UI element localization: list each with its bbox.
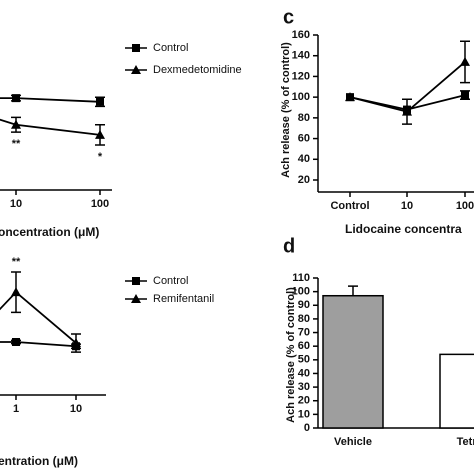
marker <box>461 91 469 100</box>
x-axis-label: oncentration (μM) <box>0 225 99 239</box>
x-axis-label: entration (μM) <box>0 454 78 468</box>
marker <box>71 338 81 348</box>
y-tick-label: 110 <box>292 272 310 284</box>
marker <box>11 287 21 297</box>
marker <box>11 119 21 129</box>
y-tick-label: 60 <box>298 132 310 144</box>
y-tick-label: 120 <box>292 70 310 82</box>
y-tick-label: 140 <box>292 50 310 62</box>
y-tick-label: 50 <box>298 354 310 366</box>
legend-label: Control <box>153 42 188 54</box>
marker <box>132 277 140 285</box>
y-tick-label: 40 <box>298 367 310 379</box>
x-tick-label: 1 <box>13 403 19 415</box>
y-tick-label: 60 <box>298 340 310 352</box>
x-tick-label: 10 <box>401 200 413 212</box>
x-tick-label: Vehicle <box>334 436 372 448</box>
x-tick-label: 100 <box>91 198 109 210</box>
x-tick-label: 10 <box>10 198 22 210</box>
line <box>0 118 101 136</box>
y-axis-label: Ach release (% of control) <box>280 42 292 178</box>
marker <box>460 56 470 66</box>
marker <box>96 97 104 106</box>
legend-label: Control <box>153 275 188 287</box>
x-tick-label: Tetro <box>457 436 474 448</box>
x-tick-label: 100 <box>456 200 474 212</box>
y-axis-label: Ach release (% of control) <box>285 287 297 423</box>
y-tick-label: 40 <box>298 153 310 165</box>
error-bar <box>348 285 358 296</box>
y-tick-label: 160 <box>292 29 310 41</box>
marker <box>402 106 412 116</box>
panel-label: c <box>283 6 294 28</box>
marker <box>95 129 105 139</box>
y-tick-label: 90 <box>298 299 310 311</box>
annotation: ** <box>12 256 21 268</box>
x-axis-label: Lidocaine concentra <box>345 222 462 236</box>
y-tick-label: 20 <box>298 395 310 407</box>
marker <box>131 65 141 74</box>
marker <box>132 44 140 52</box>
y-tick-label: 100 <box>292 286 310 298</box>
y-tick-label: 10 <box>298 408 310 420</box>
y-tick-label: 70 <box>298 326 310 338</box>
y-tick-label: 30 <box>298 381 310 393</box>
bar <box>322 294 384 429</box>
marker <box>12 338 20 346</box>
x-tick-label: Control <box>330 200 369 212</box>
panel-label: d <box>283 235 295 257</box>
y-tick-label: 80 <box>298 112 310 124</box>
y-tick-label: 80 <box>298 313 310 325</box>
annotation: ** <box>12 138 21 150</box>
marker <box>345 92 355 102</box>
x-tick-label: 10 <box>70 403 82 415</box>
y-tick-label: 100 <box>292 91 310 103</box>
legend-label: Remifentanil <box>153 293 214 305</box>
legend-label: Dexmedetomidine <box>153 64 242 76</box>
y-tick-label: 0 <box>304 422 310 434</box>
annotation: * <box>98 151 103 163</box>
y-tick-label: 20 <box>298 174 310 186</box>
bar <box>439 353 474 429</box>
marker <box>12 94 20 103</box>
marker <box>131 294 141 303</box>
